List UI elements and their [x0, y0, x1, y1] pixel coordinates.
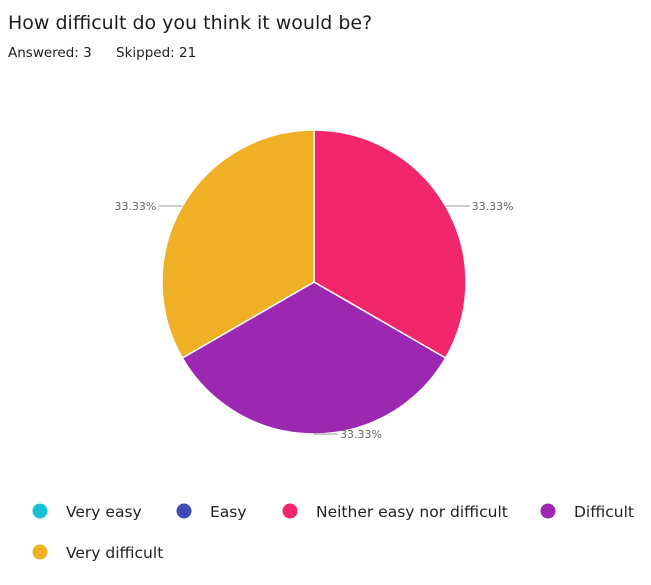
legend-item-very-difficult[interactable]: Very difficult	[32, 544, 164, 562]
legend-label: Very difficult	[66, 544, 163, 562]
response-stats: Answered: 3 Skipped: 21	[8, 45, 216, 61]
legend-swatch	[282, 503, 298, 519]
pie-slices	[161, 129, 467, 435]
legend-swatch	[32, 503, 48, 519]
legend-label: Very easy	[66, 503, 142, 521]
pie-labels: 33.33% 33.33% 33.33%	[114, 200, 513, 441]
legend-item-easy[interactable]: Easy	[176, 503, 247, 521]
skipped-count: Skipped: 21	[116, 45, 197, 61]
legend: Very easy Easy Neither easy nor difficult D…	[32, 503, 634, 562]
legend-item-very-easy[interactable]: Very easy	[32, 503, 142, 521]
slice-label: 33.33%	[472, 200, 514, 213]
legend-label: Difficult	[574, 503, 634, 521]
legend-label: Neither easy nor difficult	[316, 503, 508, 521]
legend-item-difficult[interactable]: Difficult	[540, 503, 634, 521]
legend-swatch	[540, 503, 556, 519]
slice-label: 33.33%	[114, 200, 156, 213]
pie-slice-very-difficult[interactable]	[161, 129, 315, 360]
legend-label: Easy	[210, 503, 247, 521]
pie-slice-neither-easy-nor-difficult[interactable]	[313, 129, 467, 360]
page-title: How difficult do you think it would be?	[8, 12, 373, 34]
legend-swatch	[32, 544, 48, 560]
legend-swatch	[176, 503, 192, 519]
answered-count: Answered: 3	[8, 45, 92, 61]
slice-label: 33.33%	[340, 428, 382, 441]
legend-item-neither-easy-nor-difficult[interactable]: Neither easy nor difficult	[282, 503, 508, 521]
